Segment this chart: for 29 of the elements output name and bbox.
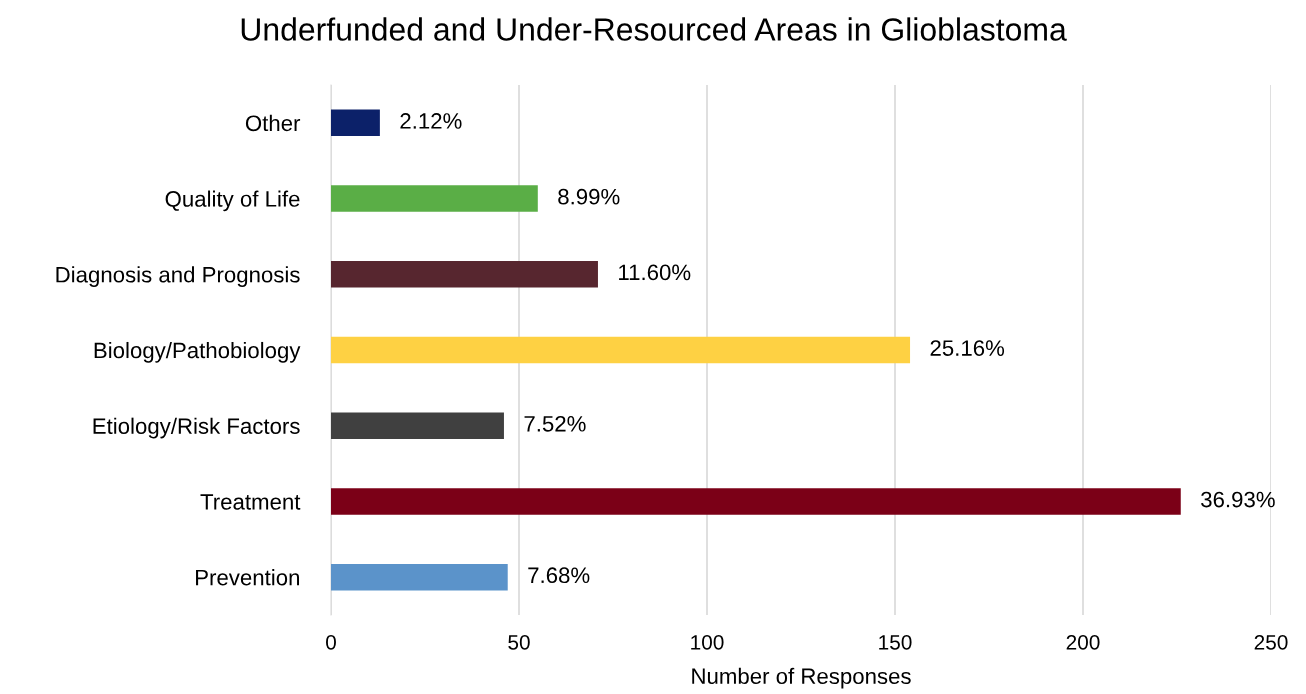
- bar: [331, 185, 538, 212]
- bar: [331, 412, 504, 439]
- annotation: 7.68%: [528, 567, 590, 584]
- bar: [331, 563, 508, 591]
- chart-title: Underfunded and Under-Resourced Areas in Glioblastoma: [241, 17, 1067, 41]
- bar: [331, 488, 1181, 515]
- annotation: 11.60%: [619, 264, 691, 281]
- y-tick-label: Quality of Life: [165, 190, 300, 212]
- x-axis-title: Number of Responses: [692, 667, 911, 689]
- bar: [331, 109, 380, 137]
- x-tick-label: 200: [1066, 634, 1100, 650]
- x-tick-label: 250: [1254, 634, 1288, 650]
- bar: [331, 261, 598, 288]
- x-tick-label: 100: [691, 634, 724, 650]
- y-tick-label: Treatment: [200, 494, 301, 510]
- x-tick-label: 0: [326, 634, 336, 650]
- y-tick-label: Etiology/Risk Factors: [93, 417, 300, 439]
- annotation: 7.52%: [524, 415, 586, 432]
- annotation: 36.93%: [1201, 491, 1275, 508]
- y-tick-label: Biology/Pathobiology: [94, 341, 301, 363]
- y-tick-label: Other: [245, 114, 301, 132]
- x-tick-label: 50: [508, 634, 530, 650]
- annotation: 2.12%: [400, 113, 462, 129]
- annotation: 8.99%: [558, 188, 620, 205]
- y-tick-label: Diagnosis and Prognosis: [56, 266, 300, 287]
- bar: [331, 336, 911, 364]
- y-tick-label: Prevention: [196, 569, 300, 586]
- x-tick-label: 150: [879, 634, 912, 650]
- annotation: 25.16%: [930, 340, 1005, 356]
